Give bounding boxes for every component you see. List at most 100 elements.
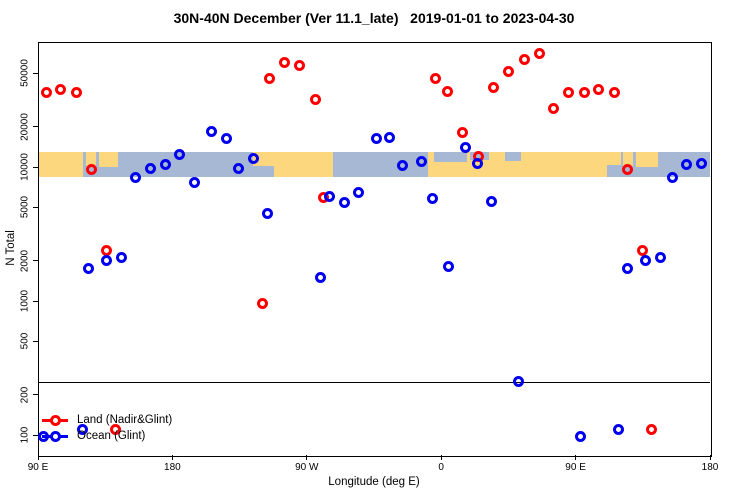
legend-item: Land (Nadir&Glint) (42, 412, 172, 428)
data-point-ocean (613, 423, 625, 435)
legend-symbol-circle (50, 414, 61, 426)
data-point-land (592, 83, 604, 95)
legend-symbol (42, 414, 68, 426)
data-point-ocean (233, 163, 245, 175)
y-tick-mark (33, 340, 38, 342)
data-point-land (310, 93, 322, 105)
data-point-ocean (247, 153, 259, 165)
x-tick-label: 180 (164, 462, 181, 473)
data-point-ocean (160, 158, 172, 170)
data-point-land (278, 57, 290, 69)
data-point-land (85, 164, 97, 176)
data-point-ocean (174, 149, 186, 161)
x-tick-mark (306, 455, 308, 460)
map-land-segment (85, 152, 97, 166)
data-point-ocean (655, 252, 667, 264)
data-point-ocean (622, 262, 634, 274)
data-point-land (579, 86, 591, 98)
data-point-land (263, 72, 275, 84)
data-point-ocean (145, 162, 157, 174)
y-tick-label: 5000 (19, 196, 31, 219)
y-tick-mark (33, 166, 38, 168)
data-point-ocean (472, 157, 484, 169)
data-point-land (502, 65, 514, 77)
data-point-ocean (220, 133, 232, 145)
data-point-land (41, 86, 53, 98)
x-tick-mark (575, 455, 577, 460)
y-tick-mark (33, 434, 38, 436)
data-point-ocean (512, 376, 524, 388)
data-point-land (487, 82, 499, 94)
map-strip (38, 152, 710, 178)
x-tick-label: 180 (701, 462, 719, 473)
legend-item: Ocean (Glint) (42, 428, 172, 444)
y-tick-label: 100 (19, 426, 31, 444)
map-ocean-segment (606, 164, 622, 178)
data-point-ocean (639, 255, 651, 267)
map-land-segment (623, 152, 634, 166)
data-point-land (548, 102, 560, 114)
x-tick-label: 90 W (295, 462, 319, 473)
data-point-ocean (667, 171, 679, 183)
data-point-ocean (575, 430, 587, 442)
x-tick-label: 90 E (565, 462, 586, 473)
data-point-ocean (101, 255, 113, 267)
data-point-land (533, 48, 545, 60)
data-point-ocean (83, 262, 95, 274)
y-tick-label: 50000 (19, 59, 31, 88)
data-point-ocean (206, 125, 218, 137)
data-point-ocean (384, 132, 396, 144)
data-point-land (519, 54, 531, 66)
plot-border (38, 42, 712, 457)
data-point-land (110, 423, 122, 435)
map-land-segment (273, 152, 333, 178)
x-axis-label: Longitude (deg E) (328, 476, 420, 488)
map-land-segment (99, 152, 118, 168)
data-point-land (622, 164, 634, 176)
legend-item-label: Land (Nadir&Glint) (77, 414, 173, 426)
legend-symbol (42, 430, 68, 442)
data-point-ocean (443, 261, 455, 273)
y-tick-mark (33, 300, 38, 302)
y-tick-mark (33, 126, 38, 128)
y-tick-mark (33, 394, 38, 396)
data-point-land (456, 127, 468, 139)
x-tick-mark (171, 455, 173, 460)
data-point-land (54, 83, 66, 95)
data-point-ocean (352, 187, 364, 199)
y-tick-label: 10000 (19, 153, 31, 181)
data-point-ocean (427, 193, 439, 205)
map-ocean-segment (433, 152, 467, 163)
x-tick-mark (709, 455, 711, 460)
legend-item-label: Ocean (Glint) (77, 430, 146, 442)
chart-title: 30N-40N December (Ver 11.1_late) 2019-01… (173, 10, 575, 26)
data-point-land (563, 86, 575, 98)
y-tick-label: 2000 (19, 249, 31, 272)
data-point-land (429, 72, 441, 84)
data-point-ocean (116, 252, 128, 264)
data-point-ocean (76, 423, 88, 435)
data-point-ocean (129, 171, 141, 183)
map-land-segment (636, 152, 658, 168)
map-land-segment (38, 152, 83, 178)
x-tick-mark (37, 455, 39, 460)
data-point-land (637, 244, 649, 256)
y-tick-mark (33, 206, 38, 208)
y-tick-label: 500 (19, 332, 31, 350)
data-point-ocean (261, 207, 273, 219)
data-point-land (646, 423, 658, 435)
data-point-ocean (485, 196, 497, 208)
data-point-land (608, 86, 620, 98)
map-ocean-segment (504, 152, 522, 161)
legend: Land (Nadir&Glint) Ocean (Glint) (42, 412, 172, 444)
data-point-ocean (315, 271, 327, 283)
x-tick-label: 90 E (27, 462, 49, 473)
reference-line (38, 381, 710, 383)
data-point-land (293, 60, 305, 72)
data-point-land (442, 86, 454, 98)
data-point-land (71, 86, 83, 98)
data-point-land (256, 298, 268, 310)
data-point-ocean (396, 160, 408, 172)
data-point-ocean (324, 191, 336, 203)
